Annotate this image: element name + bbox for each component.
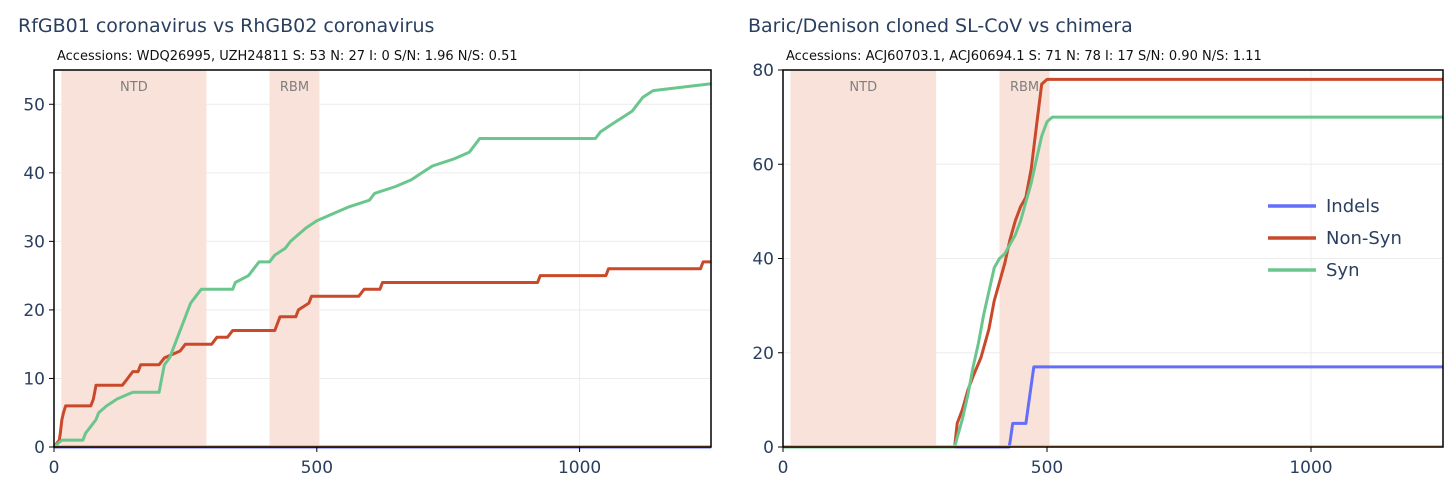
legend-item-syn[interactable]: Syn	[1268, 260, 1360, 281]
y-tick-label: 0	[34, 438, 45, 458]
x-tick-label: 500	[301, 458, 333, 478]
y-tick-label: 50	[23, 95, 45, 115]
region-label-ntd: NTD	[120, 80, 148, 95]
legend-label: Indels	[1326, 196, 1380, 217]
plot-frame	[53, 69, 712, 448]
x-tick-label: 500	[1031, 458, 1063, 478]
y-tick-label: 60	[752, 155, 774, 175]
region-label-rbm: RBM	[1010, 80, 1039, 95]
chart-panel-1: Baric/Denison cloned SL-CoV vs chimera Ac…	[748, 15, 1444, 478]
legend[interactable]: Indels Non-Syn Syn	[1268, 196, 1402, 281]
y-tick-label: 40	[23, 164, 45, 184]
x-tick-label: 1000	[1289, 458, 1332, 478]
x-tick-label: 0	[778, 458, 789, 478]
legend-item-non-syn[interactable]: Non-Syn	[1268, 228, 1402, 249]
region-rbm	[269, 70, 320, 447]
series-line-non-syn	[52, 260, 711, 448]
legend-item-indels[interactable]: Indels	[1268, 196, 1380, 217]
y-tick-label: 0	[763, 438, 774, 458]
legend-label: Syn	[1326, 260, 1360, 281]
series-line-non-syn	[783, 77, 1443, 449]
y-tick-label: 20	[752, 344, 774, 364]
y-tick-label: 80	[752, 61, 774, 81]
y-tick-label: 30	[23, 232, 45, 252]
region-label-rbm: RBM	[280, 80, 309, 95]
region-ntd	[61, 70, 207, 447]
legend-label: Non-Syn	[1326, 228, 1402, 249]
chart-title: Baric/Denison cloned SL-CoV vs chimera	[748, 15, 1133, 37]
y-tick-label: 20	[23, 301, 45, 321]
chart-subtitle: Accessions: ACJ60703.1, ACJ60694.1 S: 71…	[786, 49, 1262, 64]
region-label-ntd: NTD	[849, 80, 877, 95]
y-tick-label: 40	[752, 250, 774, 270]
region-rbm	[999, 70, 1050, 447]
x-tick-label: 0	[49, 458, 60, 478]
y-tick-label: 10	[23, 369, 45, 389]
region-ntd	[790, 70, 937, 447]
chart-title: RfGB01 coronavirus vs RhGB02 coronavirus	[18, 15, 434, 37]
chart-panel-0: RfGB01 coronavirus vs RhGB02 coronavirus…	[18, 15, 712, 478]
series-line-syn	[53, 82, 712, 449]
series-line-syn	[783, 115, 1443, 449]
chart-subtitle: Accessions: WDQ26995, UZH24811 S: 53 N: …	[57, 49, 518, 64]
x-tick-label: 1000	[558, 458, 601, 478]
